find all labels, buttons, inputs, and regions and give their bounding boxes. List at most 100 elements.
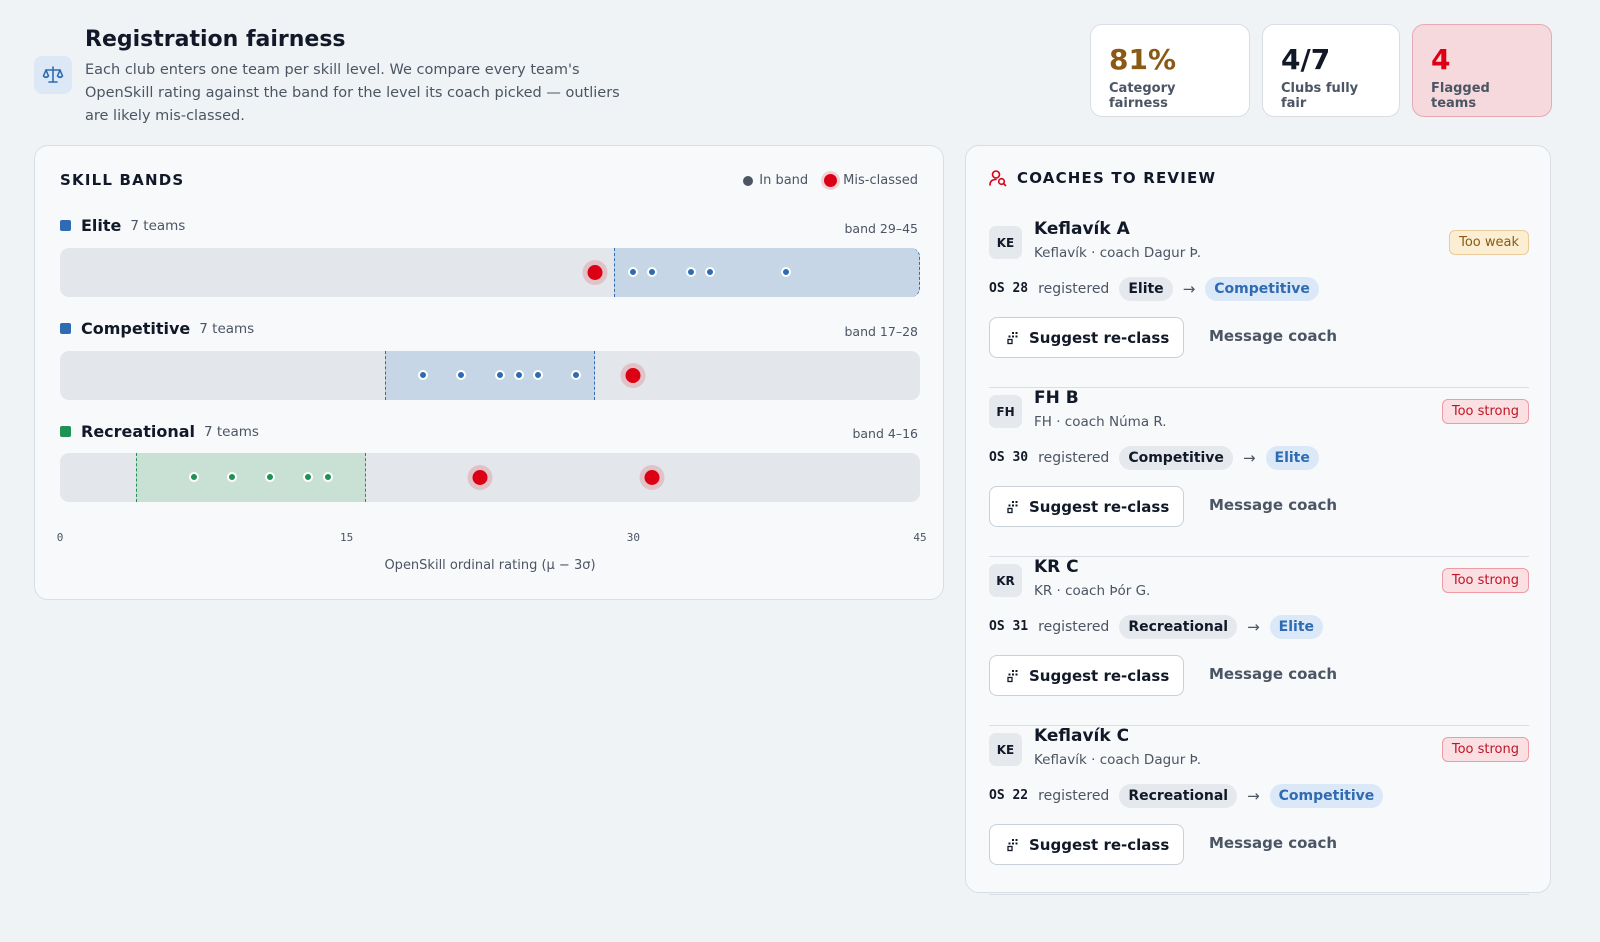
stat-label: Flagged teams [1431, 81, 1490, 111]
reclass-icon [1006, 669, 1020, 683]
stat-flagged-teams[interactable]: 4 Flagged teams [1412, 24, 1552, 117]
x-tick-label: 0 [56, 531, 64, 544]
team-point-in-band[interactable] [571, 370, 581, 380]
status-badge: Too strong [1441, 568, 1529, 593]
x-tick-label: 30 [626, 531, 640, 544]
team-point-in-band[interactable] [456, 370, 467, 380]
suggest-reclass-label: Suggest re-class [1029, 328, 1170, 347]
suggest-reclass-button[interactable]: Suggest re-class [989, 824, 1184, 865]
reclass-icon [1006, 500, 1020, 514]
team-point-in-band[interactable] [418, 370, 429, 380]
team-point-mis-classed[interactable] [472, 470, 488, 485]
coach-review-item: KE Keflavík A Keflavík · coach Dagur Þ. … [989, 219, 1529, 388]
suggested-level: Competitive [1269, 783, 1384, 808]
avatar: KR [989, 564, 1022, 597]
team-name: FH B [1034, 388, 1079, 408]
x-tick-label: 45 [913, 531, 927, 544]
team-point-in-band[interactable] [494, 370, 505, 380]
suggested-level: Elite [1265, 445, 1319, 470]
avatar: KE [989, 226, 1022, 259]
registered-label: registered [1038, 787, 1110, 804]
message-coach-button[interactable]: Message coach [1209, 834, 1338, 852]
classification-line: OS 30 registered Competitive → Elite [989, 444, 1319, 471]
panel-title: SKILL BANDS [60, 171, 185, 189]
team-subtitle: Keflavík · coach Dagur Þ. [1034, 245, 1202, 261]
band-header-competitive: Competitive 7 teams [60, 319, 254, 338]
team-point-in-band[interactable] [322, 472, 333, 482]
team-name: Keflavík C [1034, 726, 1130, 746]
status-badge: Too strong [1441, 737, 1529, 762]
team-subtitle: KR · coach Þór G. [1034, 583, 1151, 599]
suggest-reclass-label: Suggest re-class [1029, 835, 1170, 854]
message-coach-button[interactable]: Message coach [1209, 665, 1338, 683]
arrow-right-icon: → [1247, 786, 1260, 805]
team-point-mis-classed[interactable] [644, 470, 660, 485]
classification-line: OS 22 registered Recreational → Competit… [989, 782, 1384, 809]
page-description: Each club enters one team per skill leve… [85, 62, 620, 124]
page-title: Registration fairness [85, 27, 346, 52]
team-point-in-band[interactable] [628, 267, 639, 277]
stat-value: 4 [1431, 43, 1451, 76]
suggest-reclass-button[interactable]: Suggest re-class [989, 486, 1184, 527]
scale-icon [34, 56, 72, 94]
coach-review-item: KE Keflavík C Keflavík · coach Dagur Þ. … [989, 726, 1529, 895]
team-point-mis-classed[interactable] [587, 265, 603, 280]
coaches-panel: COACHES TO REVIEW KE Keflavík A Keflavík… [965, 145, 1551, 895]
suggest-reclass-label: Suggest re-class [1029, 666, 1170, 685]
team-point-in-band[interactable] [704, 267, 715, 277]
message-coach-button[interactable]: Message coach [1209, 496, 1338, 514]
stat-label: Clubs fully fair [1281, 81, 1359, 111]
registered-level: Elite [1119, 276, 1173, 301]
team-point-in-band[interactable] [532, 370, 543, 380]
registered-level: Recreational [1119, 614, 1238, 639]
team-subtitle: Keflavík · coach Dagur Þ. [1034, 752, 1202, 768]
x-tick-label: 15 [340, 531, 354, 544]
legend-in-band: In band [759, 173, 809, 188]
team-point-in-band[interactable] [781, 267, 792, 277]
band-range: band 17–28 [844, 324, 919, 339]
reclass-icon [1006, 838, 1020, 852]
band-track-recreational [60, 453, 920, 502]
team-point-in-band[interactable] [513, 370, 524, 380]
classification-line: OS 28 registered Elite → Competitive [989, 275, 1319, 302]
legend-mis-classed: Mis-classed [843, 173, 918, 188]
mis-classed-dot-icon [824, 174, 838, 187]
arrow-right-icon: → [1182, 279, 1196, 298]
chart-legend: In band Mis-classed [743, 173, 918, 188]
team-point-in-band[interactable] [188, 472, 199, 482]
in-band-dot-icon [743, 175, 754, 186]
band-range: band 29–45 [844, 221, 919, 236]
suggest-reclass-button[interactable]: Suggest re-class [989, 317, 1184, 358]
arrow-right-icon: → [1242, 448, 1256, 467]
team-point-in-band[interactable] [227, 472, 237, 482]
team-point-in-band[interactable] [647, 267, 658, 277]
os-rating: OS 28 [989, 281, 1029, 296]
band-color-swatch [60, 220, 71, 231]
coach-review-item: KR KR C KR · coach Þór G. Too strong OS … [989, 557, 1529, 726]
suggested-level: Elite [1269, 614, 1324, 639]
band-count: 7 teams [204, 423, 259, 440]
band-color-swatch [60, 323, 71, 334]
os-rating: OS 31 [989, 619, 1029, 634]
stat-category-fairness: 81% Category fairness [1090, 24, 1250, 117]
avatar: FH [989, 395, 1022, 428]
registered-label: registered [1038, 280, 1110, 297]
registered-level: Competitive [1119, 445, 1233, 470]
panel-title: COACHES TO REVIEW [1017, 169, 1217, 187]
os-rating: OS 30 [989, 450, 1029, 465]
stat-clubs-fully-fair: 4/7 Clubs fully fair [1262, 24, 1400, 117]
team-name: Keflavík A [1034, 219, 1130, 239]
band-name: Competitive [81, 319, 191, 338]
team-point-in-band[interactable] [303, 472, 314, 482]
user-search-icon [989, 169, 1007, 187]
suggest-reclass-button[interactable]: Suggest re-class [989, 655, 1184, 696]
registered-level: Recreational [1119, 783, 1238, 808]
team-point-in-band[interactable] [685, 267, 696, 277]
os-rating: OS 22 [989, 788, 1029, 803]
team-point-mis-classed[interactable] [625, 368, 641, 383]
band-track-competitive [60, 351, 920, 400]
message-coach-button[interactable]: Message coach [1209, 327, 1338, 345]
team-point-in-band[interactable] [265, 472, 276, 482]
band-track-elite [60, 248, 920, 297]
status-badge: Too strong [1441, 399, 1529, 424]
